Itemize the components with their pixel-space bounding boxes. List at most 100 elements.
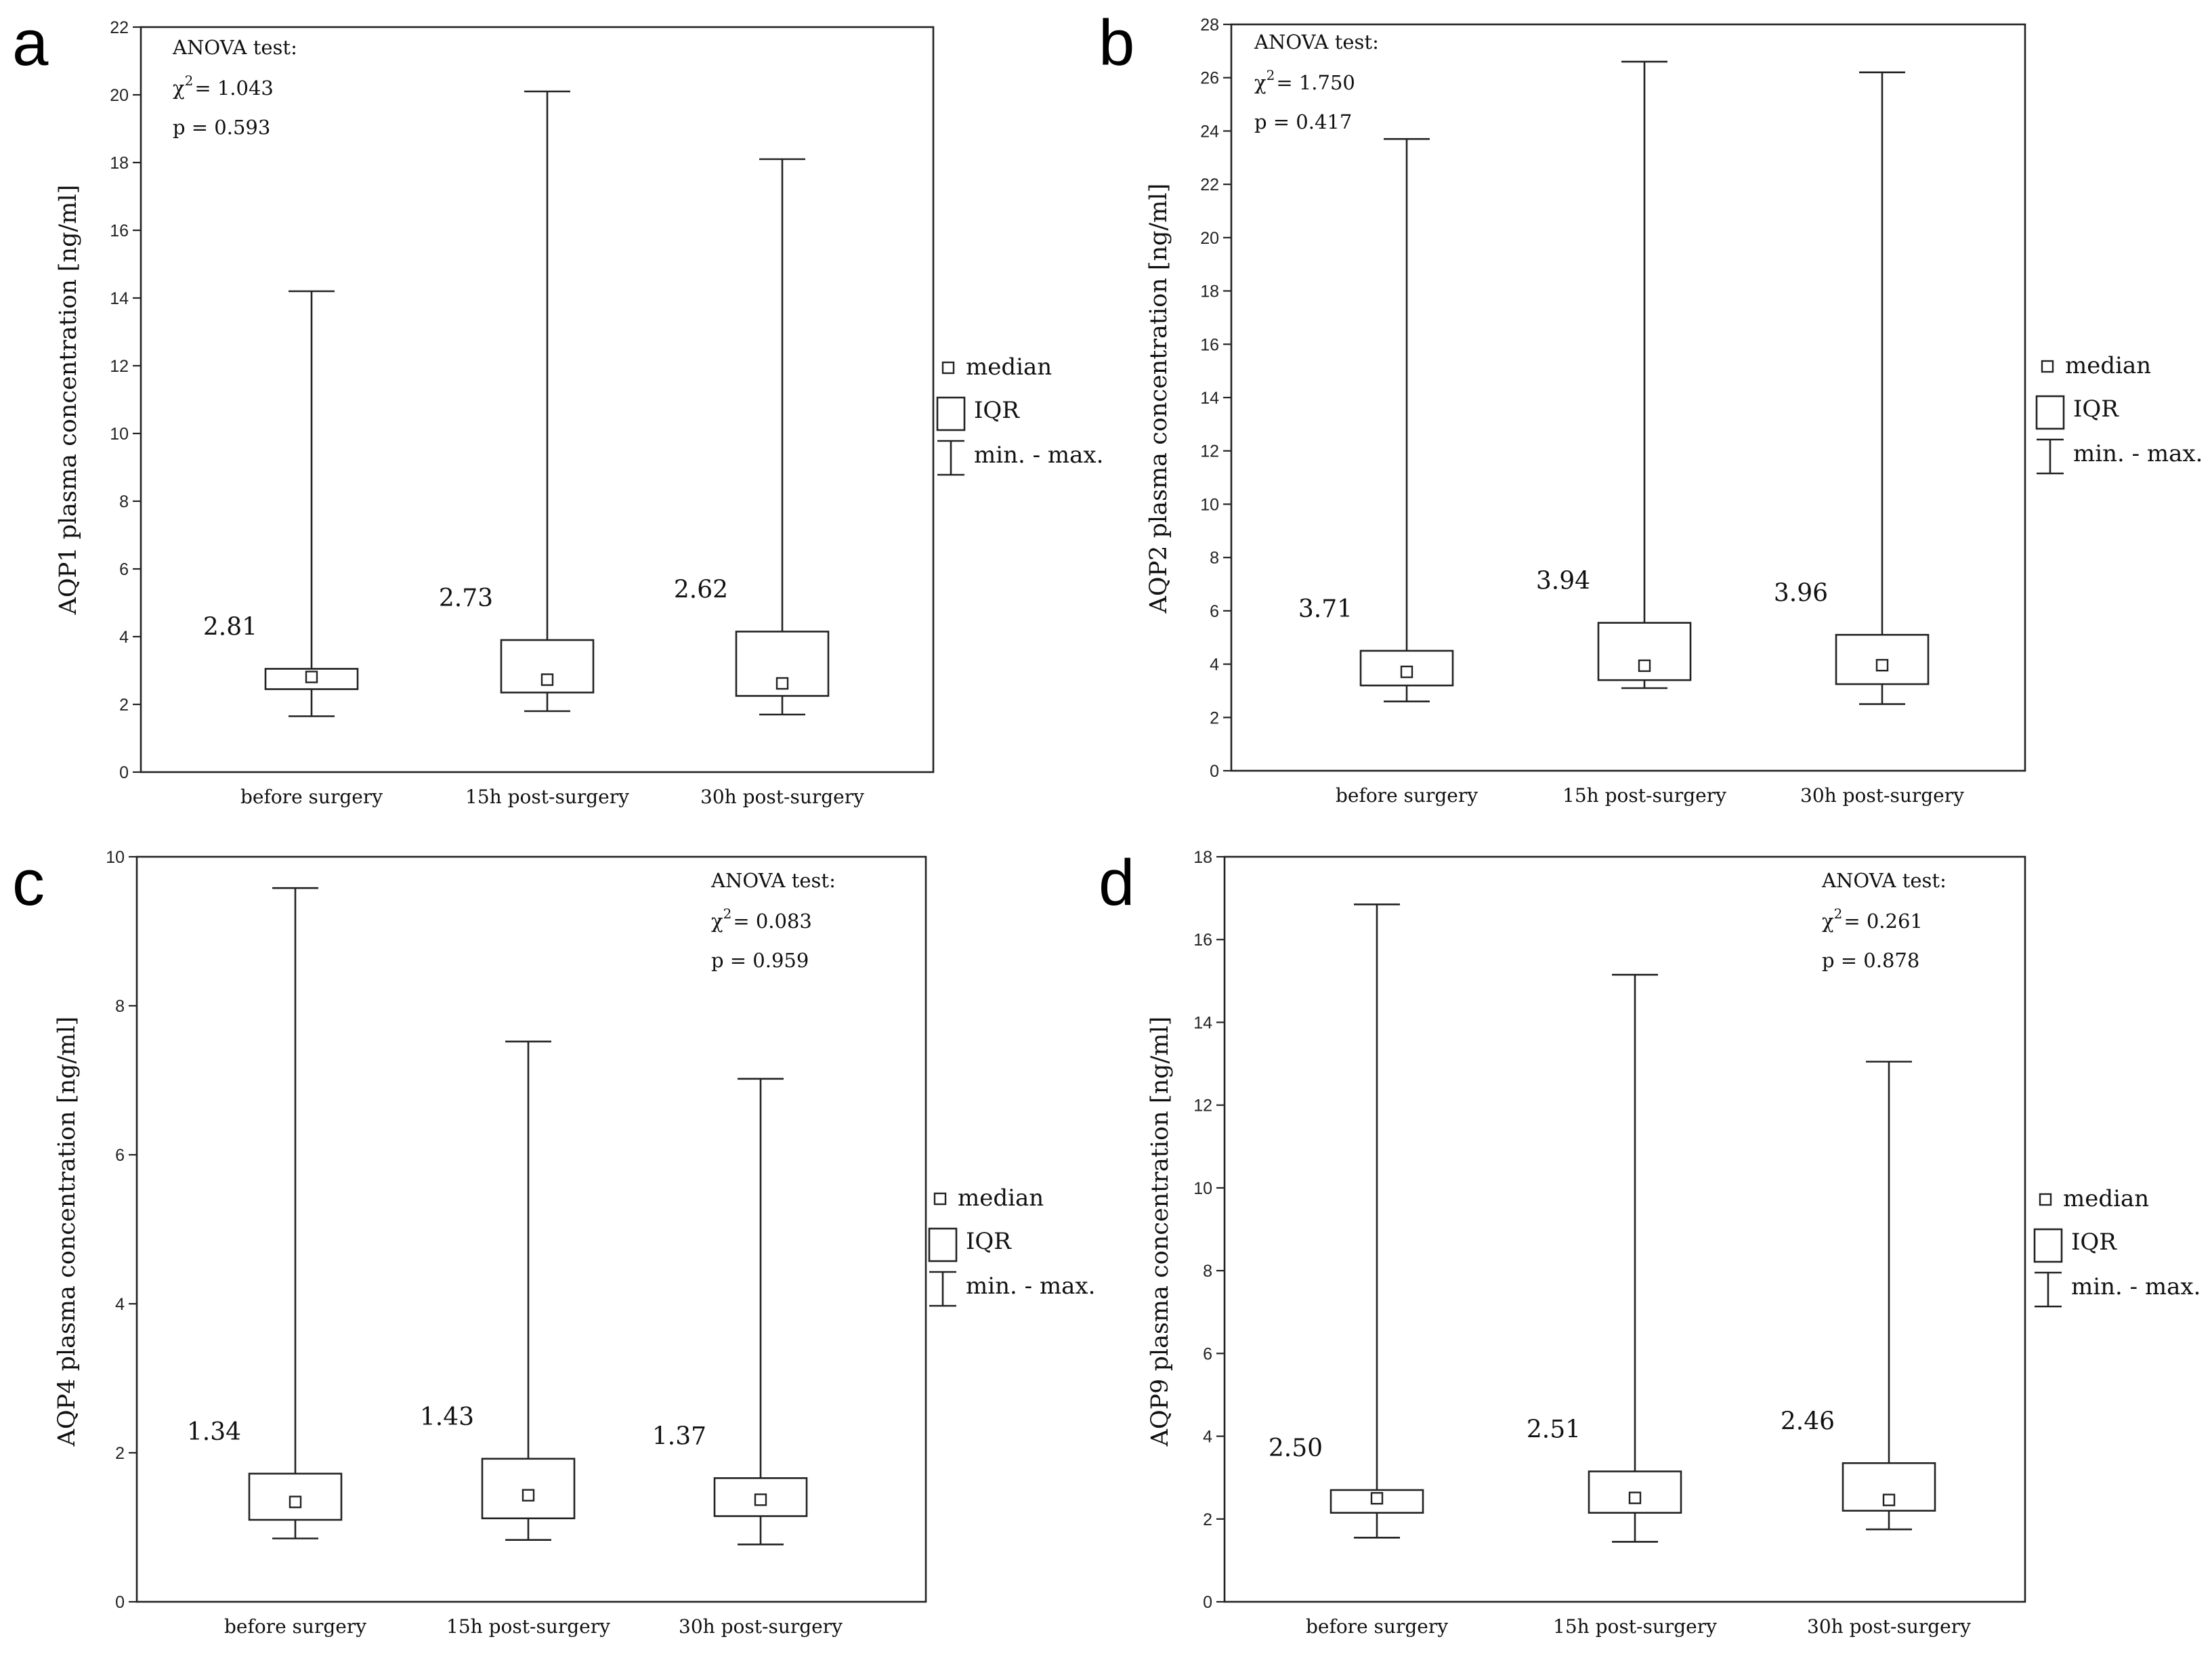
x-category-label: 15h post-surgery bbox=[465, 786, 629, 808]
anova-title: ANOVA test: bbox=[710, 869, 836, 892]
anova-title: ANOVA test: bbox=[1254, 30, 1379, 54]
chi-value: = 1.043 bbox=[194, 77, 274, 100]
y-tick-label: 22 bbox=[1200, 175, 1219, 194]
legend-median-label: median bbox=[958, 1185, 1044, 1212]
x-category-label: before surgery bbox=[224, 1615, 366, 1638]
y-tick-label: 26 bbox=[1200, 69, 1219, 88]
y-tick-label: 8 bbox=[1203, 1262, 1212, 1281]
y-tick-label: 14 bbox=[110, 289, 129, 308]
y-tick-label: 14 bbox=[1193, 1013, 1212, 1032]
panel-letter: d bbox=[1099, 847, 1134, 919]
y-axis-label: AQP1 plasma concentration [ng/ml] bbox=[55, 185, 82, 616]
y-tick-label: 8 bbox=[119, 492, 129, 511]
median-marker bbox=[1400, 665, 1413, 679]
x-category-label: 15h post-surgery bbox=[1562, 784, 1726, 807]
legend-median-label: median bbox=[966, 354, 1052, 381]
median-marker bbox=[540, 673, 554, 686]
legend-range-label: min. - max. bbox=[966, 1273, 1095, 1300]
y-tick-label: 10 bbox=[110, 425, 129, 444]
x-category-label: 30h post-surgery bbox=[1807, 1615, 1971, 1638]
legend-median-marker bbox=[933, 1192, 947, 1206]
chi-square-value: χ2= 1.750 bbox=[1254, 67, 1355, 94]
chi-symbol: χ bbox=[1822, 910, 1834, 933]
x-category-label: before surgery bbox=[240, 786, 383, 808]
y-tick-label: 24 bbox=[1200, 122, 1219, 141]
y-tick-label: 8 bbox=[1210, 549, 1219, 568]
legend-median-label: median bbox=[2065, 352, 2151, 379]
chi-superscript: 2 bbox=[723, 906, 732, 922]
chi-square-value: χ2= 1.043 bbox=[173, 72, 274, 100]
chi-symbol: χ bbox=[711, 910, 723, 933]
y-tick-label: 28 bbox=[1200, 16, 1219, 35]
legend-median-marker bbox=[2041, 360, 2054, 373]
chi-symbol: χ bbox=[1254, 71, 1267, 94]
x-category-label: 15h post-surgery bbox=[1553, 1615, 1717, 1638]
legend-iqr-label: IQR bbox=[966, 1228, 1012, 1255]
y-tick-label: 0 bbox=[115, 1593, 125, 1612]
panel-letter: b bbox=[1099, 7, 1134, 79]
y-tick-label: 12 bbox=[1200, 442, 1219, 461]
median-value-label: 2.51 bbox=[1527, 1416, 1581, 1444]
y-tick-label: 10 bbox=[1193, 1179, 1212, 1198]
legend-median-marker bbox=[2039, 1193, 2052, 1206]
y-tick-label: 2 bbox=[1203, 1510, 1212, 1529]
legend-iqr-label: IQR bbox=[2073, 396, 2119, 423]
plot-frame bbox=[1223, 855, 2026, 1603]
legend-iqr-box bbox=[936, 396, 966, 431]
y-tick-label: 0 bbox=[1203, 1593, 1212, 1612]
y-tick-label: 12 bbox=[110, 357, 129, 376]
iqr-box bbox=[713, 1477, 808, 1517]
y-tick-label: 16 bbox=[1193, 931, 1212, 950]
median-marker bbox=[522, 1489, 535, 1502]
chart-panel-c: c 0 2 4 6 8 10 AQP4 plasma concentration [ng/ml… bbox=[12, 847, 1095, 1638]
y-tick-label: 6 bbox=[115, 1146, 125, 1165]
median-marker bbox=[305, 671, 318, 683]
y-tick-label: 2 bbox=[119, 696, 129, 715]
x-category-label: 30h post-surgery bbox=[1800, 784, 1964, 807]
chi-superscript: 2 bbox=[1267, 67, 1275, 83]
y-tick-label: 4 bbox=[119, 628, 129, 647]
median-marker bbox=[775, 677, 789, 690]
x-category-label: 30h post-surgery bbox=[700, 786, 864, 808]
y-tick-label: 18 bbox=[110, 154, 129, 173]
p-value: p = 0.959 bbox=[711, 949, 809, 972]
panel-letter: c bbox=[12, 847, 45, 919]
y-tick-label: 10 bbox=[106, 848, 125, 867]
y-axis-label: AQP4 plasma concentration [ng/ml] bbox=[54, 1017, 81, 1447]
legend-iqr-box bbox=[2033, 1228, 2063, 1263]
plot-frame bbox=[140, 26, 935, 773]
y-tick-label: 8 bbox=[115, 997, 125, 1016]
median-marker bbox=[754, 1493, 767, 1506]
legend-range-label: min. - max. bbox=[2073, 440, 2203, 467]
y-tick-label: 22 bbox=[110, 18, 129, 37]
y-tick-label: 16 bbox=[1200, 335, 1219, 354]
p-value: p = 0.878 bbox=[1822, 949, 1919, 972]
chi-value: = 0.261 bbox=[1844, 910, 1923, 933]
chi-value: = 0.083 bbox=[733, 910, 812, 933]
y-axis-label: AQP2 plasma concentration [ng/ml] bbox=[1145, 184, 1172, 614]
panel-letter: a bbox=[12, 7, 49, 79]
median-value-label: 3.94 bbox=[1536, 568, 1590, 595]
median-marker bbox=[1882, 1493, 1896, 1506]
legend-iqr-box bbox=[928, 1227, 958, 1262]
chi-superscript: 2 bbox=[185, 72, 194, 89]
y-tick-label: 10 bbox=[1200, 495, 1219, 514]
chi-square-value: χ2= 0.083 bbox=[711, 906, 812, 933]
median-marker bbox=[1370, 1492, 1384, 1505]
x-category-label: before surgery bbox=[1336, 784, 1478, 807]
iqr-box bbox=[481, 1458, 576, 1520]
y-tick-label: 2 bbox=[115, 1444, 125, 1463]
median-value-label: 3.71 bbox=[1298, 595, 1353, 623]
legend-iqr-label: IQR bbox=[2071, 1229, 2117, 1256]
median-value-label: 3.96 bbox=[1774, 579, 1828, 607]
y-tick-label: 4 bbox=[1210, 656, 1219, 675]
x-category-label: 15h post-surgery bbox=[446, 1615, 610, 1638]
median-value-label: 2.62 bbox=[674, 576, 728, 604]
y-tick-label: 0 bbox=[119, 763, 129, 782]
y-tick-label: 12 bbox=[1193, 1097, 1212, 1115]
median-value-label: 2.81 bbox=[203, 614, 257, 641]
plot-frame bbox=[135, 855, 927, 1603]
legend-iqr-box bbox=[2035, 395, 2065, 430]
